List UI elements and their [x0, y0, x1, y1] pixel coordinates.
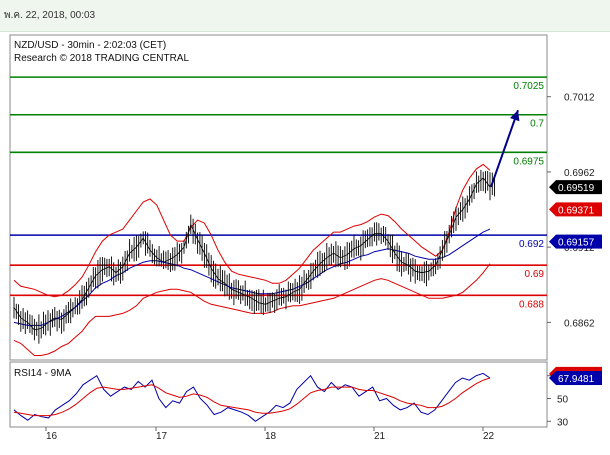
- price-badge-0-pointer: [549, 180, 556, 195]
- y-tick-label: 0.6912: [564, 243, 595, 254]
- main-panel: [9, 34, 548, 361]
- rsi-ma-line: [13, 377, 491, 417]
- header-datetime: พ.ค. 22, 2018, 00:03: [4, 10, 96, 21]
- y-tick-label: 0.6962: [564, 168, 595, 179]
- rsi-badge-1-bg: [556, 371, 602, 386]
- price-badge-2-label: 0.69157: [558, 238, 595, 249]
- forecast-arrow-line: [490, 109, 519, 188]
- rsi-badge-1-pointer: [549, 371, 556, 386]
- symbol-title: NZD/USD - 30min - 2:02:03 (CET): [14, 40, 166, 51]
- level-label-2: 0.6975: [513, 156, 544, 167]
- y-tick-label: 0.6862: [564, 318, 595, 329]
- price-badge-0-label: 0.69519: [558, 183, 595, 194]
- x-tick-label: 18: [265, 431, 277, 442]
- indicator-line-3: [13, 263, 491, 356]
- x-tick-label: 17: [156, 431, 168, 442]
- price-badge-2-bg: [556, 234, 602, 249]
- indicator-line-2: [13, 163, 491, 298]
- x-tick-label: 21: [374, 431, 386, 442]
- x-tick-label: 16: [46, 431, 58, 442]
- rsi-title: RSI14 - 9MA: [14, 368, 72, 379]
- rsi-line: [13, 372, 491, 422]
- y-tick-label: 0.7012: [564, 93, 595, 104]
- price-badge-1-label: 0.69371: [558, 205, 595, 216]
- research-credit: Research © 2018 TRADING CENTRAL: [14, 53, 189, 64]
- level-label-0: 0.7025: [513, 81, 544, 92]
- header-bar: พ.ค. 22, 2018, 00:03: [0, 0, 610, 32]
- price-badge-2-pointer: [549, 234, 556, 249]
- rsi-badge-1-label: 67.9481: [558, 374, 595, 385]
- forecast-arrow-head: [510, 110, 520, 122]
- price-badge-1-pointer: [549, 202, 556, 217]
- price-badge-0-bg: [556, 180, 602, 195]
- rsi-tick-label: 30: [557, 417, 569, 428]
- rsi-tick-label: 50: [557, 394, 569, 405]
- level-label-3: 0.692: [519, 239, 544, 250]
- rsi-panel: [9, 361, 548, 428]
- x-tick-label: 22: [483, 431, 495, 442]
- level-label-5: 0.688: [519, 299, 544, 310]
- price-badge-1-bg: [556, 202, 602, 217]
- level-label-1: 0.7: [530, 119, 544, 130]
- level-label-4: 0.69: [525, 269, 545, 280]
